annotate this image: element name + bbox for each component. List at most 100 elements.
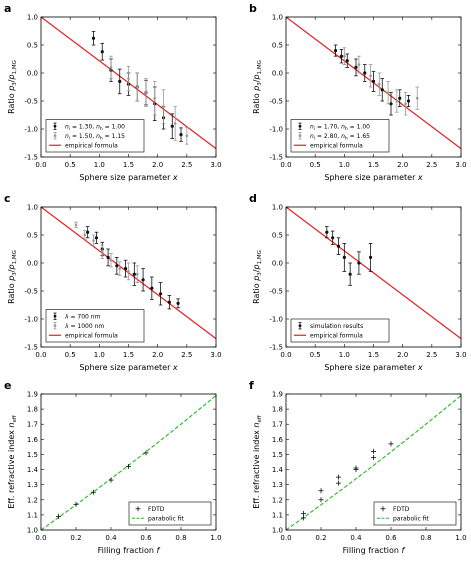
data-point <box>135 272 139 276</box>
x-axis-label-var: f <box>157 546 161 555</box>
legend-label: empirical formula <box>65 332 118 339</box>
panel-label: e <box>4 379 11 392</box>
y-tick-label: 0.0 <box>27 260 38 268</box>
data-point <box>336 244 341 248</box>
data-point <box>118 267 122 270</box>
x-axis-label-var: x <box>172 363 178 372</box>
legend-box <box>45 119 145 153</box>
panel-label: d <box>249 192 257 205</box>
data-point <box>150 286 154 290</box>
data-point <box>91 36 96 40</box>
data-point <box>92 239 95 242</box>
legend-sub: h <box>100 126 103 132</box>
legend: FDTD parabolic fit <box>373 501 457 526</box>
y-tick-label: -1.5 <box>269 154 283 162</box>
y-axis-label-var: p <box>7 276 16 282</box>
data-point <box>345 59 349 63</box>
data-point <box>167 300 171 304</box>
legend-marker-dot <box>53 134 57 138</box>
x-tick-label: 0.5 <box>310 351 321 359</box>
data-point <box>109 66 113 69</box>
y-tick-label: 1.7 <box>27 421 38 429</box>
x-tick-label: 0.0 <box>35 351 46 359</box>
panel-a: a 0.0 0.5 1.0 1.5 2.0 2.5 3.0 1.0 0.5 0.0 -0.5 -1.0 -… <box>4 2 222 182</box>
legend-label: simulation results <box>310 323 363 330</box>
x-tick-label: 0.5 <box>65 351 76 359</box>
data-point <box>378 82 381 86</box>
y-axis-label-var: n <box>252 423 261 428</box>
panel-b: b 0.0 0.5 1.0 1.5 2.0 2.5 3.0 1.0 0.5 0.0 -0.5 -1.0 -… <box>249 2 467 182</box>
plot-area <box>286 395 461 530</box>
y-tick-label: -1.0 <box>24 316 38 324</box>
y-axis-label-text: Eff. refractive index <box>252 428 261 509</box>
panel-label: a <box>4 2 11 15</box>
y-tick-label: 1.3 <box>272 481 283 489</box>
x-tick-label: 0.8 <box>175 534 186 542</box>
y-axis-label-text: Ratio <box>252 281 261 304</box>
data-point <box>127 77 130 80</box>
legend-var: λ <box>64 323 69 330</box>
data-point <box>153 96 157 100</box>
x-tick-label: 1.0 <box>455 534 466 542</box>
data-point <box>185 134 189 138</box>
x-axis-label-text: Filling fraction <box>343 546 402 555</box>
legend-label: empirical formula <box>310 142 363 149</box>
y-tick-label: -0.5 <box>269 98 283 106</box>
y-axis-label-var: p <box>252 276 261 282</box>
data-point <box>132 272 136 276</box>
data-point <box>74 223 78 227</box>
x-axis-label: Filling fraction f <box>98 546 161 555</box>
y-tick-label: -0.5 <box>24 288 38 296</box>
y-tick-label: 1.5 <box>272 451 283 459</box>
y-tick-label: 1.1 <box>272 511 283 519</box>
legend: FDTD parabolic fit <box>128 501 212 526</box>
y-axis-label-sub: 3 <box>257 82 263 86</box>
x-tick-label: 0.6 <box>385 534 397 542</box>
legend-text: = 1.00 <box>348 123 370 130</box>
data-point <box>333 49 338 53</box>
y-tick-label: 1.0 <box>272 204 283 212</box>
x-tick-label: 0.0 <box>35 161 46 169</box>
panel-label: f <box>249 379 254 392</box>
data-point <box>354 65 358 69</box>
plot-area <box>41 395 216 530</box>
data-point <box>343 54 346 58</box>
panel-label: b <box>249 2 257 15</box>
x-axis-label-var: f <box>402 546 406 555</box>
legend-marker-dot <box>53 124 57 128</box>
legend-box <box>45 309 145 343</box>
x-tick-label: 0.8 <box>420 534 431 542</box>
y-axis-label-sub2: 1,MG <box>257 250 263 264</box>
x-tick-label: 3.0 <box>455 161 466 169</box>
data-point <box>109 258 113 262</box>
parabolic-fit-line <box>286 395 461 530</box>
data-point <box>368 255 373 259</box>
data-point <box>115 264 119 268</box>
data-point <box>144 91 148 94</box>
data-point <box>127 270 130 273</box>
data-point <box>83 233 87 237</box>
x-tick-label: 1.0 <box>339 161 350 169</box>
legend-label: λ = 1000 nm <box>64 323 104 330</box>
y-tick-label: 0.5 <box>27 42 38 50</box>
data-point <box>339 54 344 58</box>
x-tick-label: 1.0 <box>94 351 105 359</box>
data-point <box>371 79 376 83</box>
x-axis-label: Filling fraction f <box>343 546 406 555</box>
x-axis-label-text: Sphere size parameter <box>79 173 173 182</box>
x-tick-label: 2.5 <box>181 351 192 359</box>
legend-sub: i <box>69 126 70 132</box>
y-tick-label: -1.0 <box>269 316 283 324</box>
data-point <box>94 236 99 240</box>
x-tick-label: 0.0 <box>280 351 291 359</box>
data-point <box>170 124 174 128</box>
x-tick-label: 1.5 <box>368 351 379 359</box>
panel-f: f 0.0 0.2 0.4 0.6 0.8 1.0 1.9 1.8 1.7 1.6 1.5 1.4 1.3… <box>249 379 467 555</box>
y-tick-label: 1.6 <box>27 436 39 444</box>
y-tick-label: 1.9 <box>27 391 38 399</box>
y-tick-label: 1.0 <box>272 14 283 22</box>
y-axis-label-text: Ratio <box>252 91 261 114</box>
x-axis-label-var: x <box>417 363 423 372</box>
y-axis-label-var: p <box>252 86 261 92</box>
